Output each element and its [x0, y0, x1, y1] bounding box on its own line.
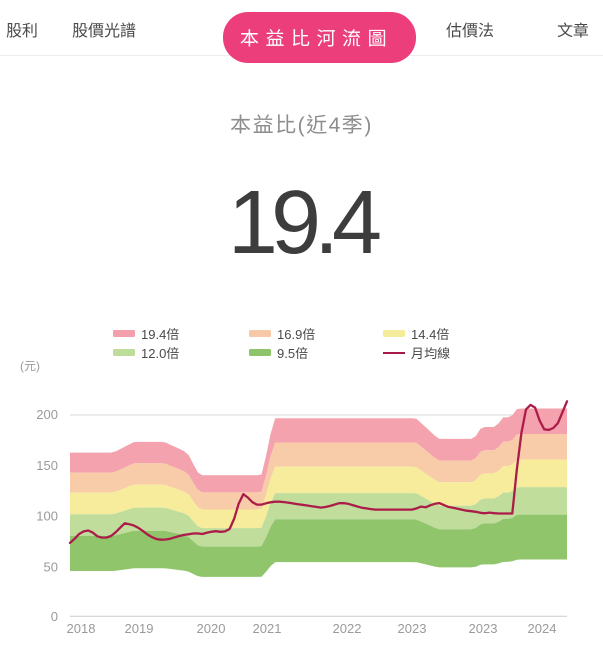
svg-text:2021: 2021 [253, 621, 282, 636]
svg-text:200: 200 [36, 407, 58, 422]
svg-text:50: 50 [44, 559, 58, 574]
svg-text:2023: 2023 [469, 621, 498, 636]
svg-text:(元): (元) [20, 359, 40, 373]
svg-text:100: 100 [36, 509, 58, 524]
svg-text:2024: 2024 [528, 621, 557, 636]
svg-text:2018: 2018 [67, 621, 96, 636]
svg-text:150: 150 [36, 458, 58, 473]
svg-text:2019: 2019 [125, 621, 154, 636]
svg-text:2020: 2020 [197, 621, 226, 636]
svg-text:0: 0 [51, 609, 58, 624]
svg-text:2023: 2023 [398, 621, 427, 636]
svg-text:2022: 2022 [333, 621, 362, 636]
